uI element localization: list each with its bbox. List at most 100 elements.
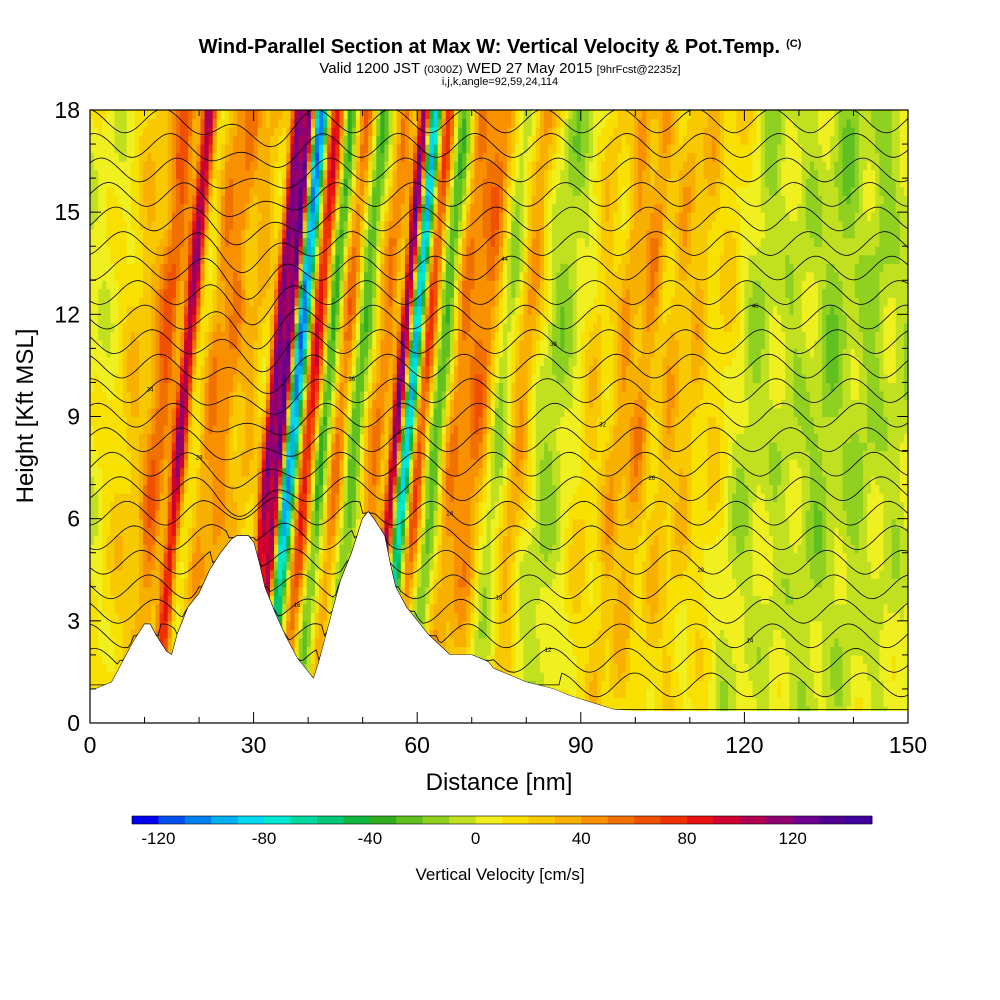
w-cell bbox=[224, 535, 230, 545]
w-cell bbox=[114, 493, 120, 503]
w-cell bbox=[351, 314, 357, 324]
w-cell bbox=[310, 110, 316, 120]
w-cell bbox=[257, 442, 263, 452]
w-cell bbox=[208, 348, 214, 358]
w-cell bbox=[298, 416, 304, 426]
w-cell bbox=[167, 450, 173, 460]
w-cell bbox=[196, 407, 202, 418]
w-cell bbox=[184, 161, 189, 171]
w-cell bbox=[147, 271, 152, 281]
w-cell bbox=[143, 118, 148, 128]
w-cell bbox=[118, 314, 124, 324]
w-cell bbox=[179, 110, 185, 120]
w-cell bbox=[298, 348, 304, 358]
w-cell bbox=[241, 169, 247, 179]
w-cell bbox=[286, 450, 292, 460]
w-cell bbox=[106, 169, 112, 179]
w-cell bbox=[220, 535, 226, 545]
w-cell bbox=[200, 237, 206, 247]
w-cell bbox=[319, 484, 324, 494]
w-cell bbox=[233, 459, 238, 469]
w-cell bbox=[233, 501, 238, 511]
w-cell bbox=[175, 144, 181, 154]
w-cell bbox=[139, 263, 144, 273]
w-cell bbox=[265, 578, 271, 588]
w-cell bbox=[331, 535, 336, 545]
w-cell bbox=[114, 552, 120, 562]
w-cell bbox=[179, 467, 185, 477]
w-cell bbox=[257, 331, 263, 341]
w-cell bbox=[106, 339, 112, 349]
w-cell bbox=[175, 518, 181, 528]
w-cell bbox=[143, 399, 148, 409]
w-cell bbox=[306, 467, 312, 477]
w-cell bbox=[335, 305, 341, 315]
w-cell bbox=[118, 144, 124, 154]
w-cell bbox=[249, 297, 255, 307]
w-cell bbox=[224, 212, 230, 222]
w-cell bbox=[261, 425, 267, 435]
w-cell bbox=[278, 110, 283, 120]
w-cell bbox=[110, 433, 116, 443]
w-cell bbox=[314, 144, 320, 154]
w-cell bbox=[188, 595, 193, 605]
w-cell bbox=[298, 322, 304, 332]
w-cell bbox=[269, 390, 275, 401]
w-cell bbox=[204, 348, 210, 358]
w-cell bbox=[134, 297, 140, 307]
w-cell bbox=[364, 348, 369, 358]
w-cell bbox=[294, 612, 300, 622]
w-cell bbox=[134, 399, 140, 409]
w-cell bbox=[224, 501, 230, 511]
w-cell bbox=[245, 305, 251, 315]
w-cell bbox=[343, 212, 349, 222]
w-cell bbox=[175, 178, 181, 188]
w-cell bbox=[310, 373, 316, 384]
w-cell bbox=[233, 212, 238, 222]
w-cell bbox=[327, 365, 332, 375]
w-cell bbox=[106, 280, 112, 290]
w-cell bbox=[94, 356, 99, 367]
w-cell bbox=[179, 246, 185, 256]
w-cell bbox=[179, 203, 185, 213]
w-cell bbox=[200, 169, 206, 179]
w-cell bbox=[212, 237, 218, 247]
w-cell bbox=[130, 578, 136, 588]
w-cell bbox=[347, 314, 353, 324]
w-cell bbox=[139, 544, 144, 554]
w-cell bbox=[269, 493, 275, 503]
w-cell bbox=[171, 127, 177, 137]
w-cell bbox=[204, 561, 210, 571]
w-cell bbox=[359, 510, 365, 520]
w-cell bbox=[224, 416, 230, 426]
w-cell bbox=[126, 186, 132, 196]
w-cell bbox=[290, 612, 296, 622]
w-cell bbox=[106, 203, 112, 213]
w-cell bbox=[110, 646, 116, 656]
w-cell bbox=[179, 237, 185, 247]
w-cell bbox=[224, 271, 230, 281]
w-cell bbox=[167, 425, 173, 435]
w-cell bbox=[110, 135, 116, 145]
w-cell bbox=[118, 186, 124, 196]
w-cell bbox=[94, 382, 99, 392]
w-cell bbox=[294, 373, 300, 384]
w-cell bbox=[147, 578, 152, 588]
w-cell bbox=[310, 578, 316, 588]
w-cell bbox=[249, 527, 255, 537]
w-cell bbox=[114, 467, 120, 477]
w-cell bbox=[229, 390, 234, 401]
w-cell bbox=[118, 510, 124, 520]
w-cell bbox=[233, 356, 238, 367]
w-cell bbox=[134, 246, 140, 256]
w-cell bbox=[327, 246, 332, 256]
w-cell bbox=[139, 407, 144, 418]
w-cell bbox=[274, 578, 279, 588]
w-cell bbox=[184, 322, 189, 332]
w-cell bbox=[294, 425, 300, 435]
w-cell bbox=[143, 144, 148, 154]
w-cell bbox=[274, 390, 279, 401]
w-cell bbox=[331, 586, 336, 596]
w-cell bbox=[286, 373, 292, 384]
w-cell bbox=[94, 535, 99, 545]
